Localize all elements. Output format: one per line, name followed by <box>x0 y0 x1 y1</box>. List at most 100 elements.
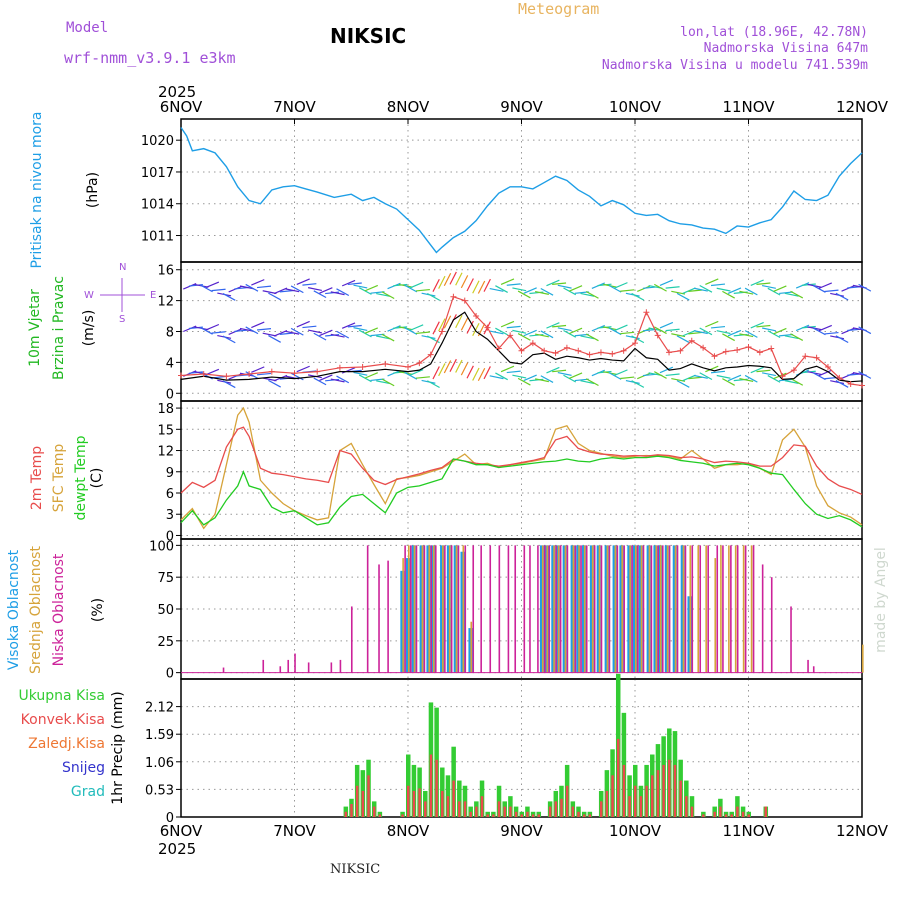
year-label-top: 2025 <box>158 83 196 101</box>
cloud-bar <box>402 558 404 673</box>
cloud-bar <box>720 545 722 673</box>
wind-arrow <box>568 372 583 379</box>
wind-arrow <box>341 279 356 287</box>
wind-arrow <box>535 378 549 383</box>
label-cloud-mid: Srednja Oblacnost <box>28 546 44 674</box>
label-cloud-low: Niska Oblacnost <box>51 553 67 666</box>
wind-arrow <box>665 286 680 289</box>
wind-gust-marker <box>518 347 525 354</box>
wind-arrow <box>500 320 515 328</box>
cloud-bar <box>593 545 596 673</box>
wind-gust-marker <box>461 297 468 304</box>
precip-bar <box>514 811 518 817</box>
wind-arrow <box>313 377 327 386</box>
model-label: Model <box>66 20 109 36</box>
wind-gust-marker <box>847 381 854 388</box>
wind-arrow <box>710 325 726 329</box>
wind-arrow <box>364 284 378 292</box>
y-tick-label: 0 <box>166 811 174 826</box>
wind-arrow <box>239 285 254 290</box>
wind-arrow <box>676 335 690 344</box>
cloud-bar <box>583 545 586 673</box>
cloud-bar <box>555 545 557 673</box>
wind-arrow <box>364 372 378 379</box>
wind-arrow <box>654 283 667 292</box>
wind-arrow <box>671 333 686 338</box>
wind-arrow <box>835 335 849 344</box>
wind-arrow <box>273 287 288 295</box>
cloud-bar <box>648 545 651 673</box>
panel-frame <box>180 678 863 818</box>
wind-arrow <box>790 333 804 341</box>
y-tick-label: 0.53 <box>145 783 174 798</box>
label-pressure-unit: (hPa) <box>85 172 101 208</box>
wind-arrow <box>495 372 508 381</box>
wind-arrow <box>779 378 794 382</box>
precip-bar <box>679 780 682 817</box>
cloud-bar <box>640 545 643 673</box>
wind-arrow <box>705 365 719 373</box>
wind-arrow <box>353 327 368 331</box>
cloud-bar <box>650 545 653 673</box>
y-tick-label: 12 <box>157 445 174 460</box>
wind-arrow <box>557 327 572 332</box>
wind-arrow <box>376 335 391 340</box>
precip-bar <box>441 790 444 817</box>
cloud-bar <box>761 564 764 673</box>
y-tick-label: 0 <box>166 667 174 682</box>
precip-bar <box>424 801 427 817</box>
wind-arrow <box>438 275 446 289</box>
precip-bar <box>651 775 654 817</box>
cloud-bar <box>432 545 435 673</box>
wind-arrow <box>443 360 452 374</box>
wind-arrow <box>432 366 440 380</box>
cloud-bar <box>691 545 694 673</box>
y-tick-label: 1.59 <box>145 728 174 743</box>
wind-arrow <box>200 284 213 293</box>
wind-arrow <box>483 366 491 380</box>
precip-bar <box>565 785 569 817</box>
time-label-bottom: 12NOV <box>836 822 889 840</box>
wind-arrow <box>620 289 635 292</box>
cloud-bar <box>457 545 460 673</box>
wind-arrow <box>756 324 771 328</box>
wind-arrow <box>341 367 356 374</box>
cloud-bar <box>736 545 739 673</box>
cloud-bar <box>585 545 588 673</box>
y-tick-label: 0 <box>166 387 174 402</box>
wind-arrow <box>472 367 480 381</box>
wind-arrow <box>376 380 391 385</box>
wind-arrow <box>256 372 272 376</box>
y-tick-label: 8 <box>166 326 174 341</box>
wind-arrow <box>716 287 731 292</box>
wind-arrow <box>466 320 474 334</box>
wind-arrow <box>824 289 839 293</box>
wind-arrow <box>381 378 395 387</box>
cloud-bar <box>462 545 465 673</box>
wind-arrow <box>460 317 469 331</box>
cloud-bar <box>689 545 692 673</box>
precip-bar <box>588 814 592 817</box>
label-precip-0: Ukupna Kisa <box>18 688 105 704</box>
precip-bar <box>435 759 438 817</box>
wind-arrow <box>466 365 474 379</box>
wind-arrow <box>784 292 799 297</box>
precip-bar <box>639 796 643 817</box>
precip-bar <box>462 785 468 817</box>
precip-bar <box>367 775 370 817</box>
wind-arrow <box>313 290 327 299</box>
wind-gust-marker <box>836 374 843 381</box>
wind-arrow <box>620 376 635 380</box>
wind-arrow <box>790 290 804 299</box>
label-cloud-unit: (%) <box>90 598 106 622</box>
wind-arrow <box>739 290 754 295</box>
precip-bar <box>548 806 552 817</box>
cloud-bar <box>790 606 792 673</box>
wind-gust-marker <box>779 373 786 380</box>
cloud-bar <box>676 545 679 673</box>
time-label-bottom: 10NOV <box>609 822 662 840</box>
wind-gust-marker <box>484 324 491 331</box>
cloud-bar <box>523 545 526 673</box>
precip-bar <box>713 811 716 817</box>
time-label-bottom: 8NOV <box>387 822 430 840</box>
